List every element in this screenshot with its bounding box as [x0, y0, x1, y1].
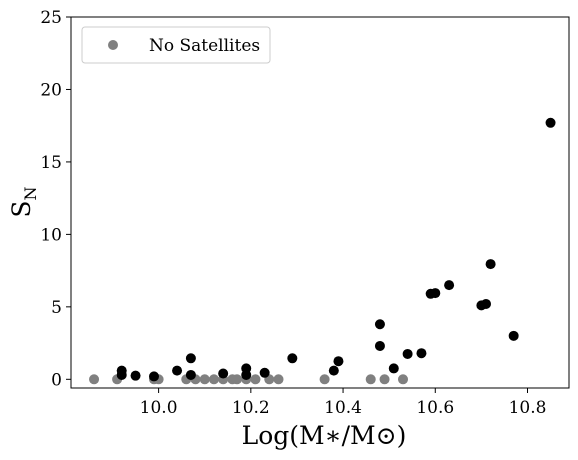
data-point-with-satellites — [416, 348, 427, 359]
data-point-no-satellites — [232, 374, 242, 385]
data-point-with-satellites — [218, 368, 229, 379]
data-point-with-satellites — [388, 363, 399, 374]
x-tick-label: 10.0 — [140, 398, 178, 418]
data-point-with-satellites — [185, 353, 196, 364]
data-point-with-satellites — [333, 356, 344, 367]
y-axis-title-subscript: N — [21, 186, 40, 200]
data-point-with-satellites — [116, 369, 127, 380]
data-point-with-satellites — [402, 348, 413, 359]
data-point-with-satellites — [545, 117, 556, 128]
y-axis-ticks: 0 5 10 15 20 25 — [40, 8, 71, 390]
x-tick-label: 10.6 — [416, 398, 454, 418]
data-point-no-satellites — [89, 374, 100, 385]
series-with-satellites — [116, 117, 556, 382]
x-tick-label: 10.2 — [232, 398, 270, 418]
y-axis-title: SN — [7, 186, 40, 217]
y-tick-label: 25 — [40, 8, 62, 28]
legend: No Satellites — [81, 26, 271, 64]
data-point-with-satellites — [508, 330, 519, 341]
data-point-no-satellites — [208, 374, 219, 385]
y-tick-label: 15 — [40, 153, 62, 173]
legend-marker-no-satellites — [108, 40, 118, 50]
data-point-with-satellites — [328, 365, 339, 376]
y-axis-title-main: S — [7, 200, 36, 217]
y-tick-label: 20 — [40, 80, 62, 100]
data-point-no-satellites — [365, 374, 376, 385]
y-tick-label: 0 — [51, 370, 62, 390]
x-tick-label: 10.4 — [324, 398, 362, 418]
data-point-no-satellites — [379, 374, 390, 385]
data-point-with-satellites — [185, 369, 196, 380]
legend-label-no-satellites: No Satellites — [149, 36, 260, 56]
data-point-with-satellites — [444, 280, 455, 291]
x-axis-ticks: 10.0 10.2 10.4 10.6 10.8 — [140, 388, 547, 418]
data-point-with-satellites — [374, 319, 385, 330]
data-point-with-satellites — [130, 370, 141, 381]
x-axis-title: Log(M∗/M⊙) — [242, 421, 407, 450]
data-point-no-satellites — [398, 374, 408, 385]
x-tick-label: 10.8 — [509, 398, 547, 418]
data-point-with-satellites — [259, 367, 270, 378]
data-point-with-satellites — [241, 369, 252, 380]
data-point-no-satellites — [250, 374, 261, 385]
y-tick-label: 5 — [51, 298, 62, 318]
legend-frame — [81, 26, 271, 64]
data-point-with-satellites — [485, 259, 496, 270]
data-point-no-satellites — [319, 374, 330, 385]
data-point-with-satellites — [481, 298, 491, 309]
data-point-with-satellites — [287, 353, 298, 364]
plot-area — [89, 117, 556, 385]
y-tick-label: 10 — [40, 225, 62, 245]
axes-frame — [70, 16, 570, 389]
data-point-no-satellites — [273, 374, 284, 385]
data-point-no-satellites — [199, 374, 210, 385]
data-point-with-satellites — [430, 288, 441, 299]
data-point-with-satellites — [149, 371, 159, 382]
data-point-with-satellites — [172, 365, 183, 376]
data-point-with-satellites — [374, 340, 385, 351]
